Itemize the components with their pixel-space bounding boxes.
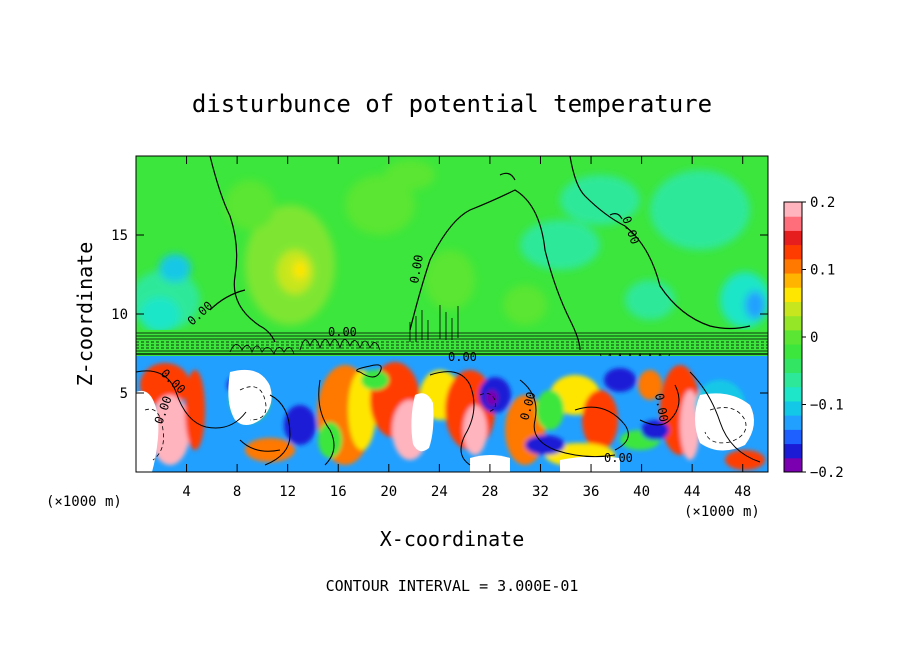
lower-layer-contours [136, 364, 761, 466]
colorbar-swatch [784, 244, 802, 260]
colorbar-swatch [784, 344, 802, 359]
colorbar-swatch [784, 273, 802, 288]
colorbar-swatch [784, 315, 802, 331]
x-unit-left: (×1000 m) [46, 494, 122, 510]
colorbar-swatch [784, 457, 802, 473]
y-axis-label: Z-coordinate [73, 242, 97, 387]
x-tick-label: 12 [279, 484, 296, 500]
x-tick-label: 40 [633, 484, 650, 500]
x-tick-label: 16 [330, 484, 347, 500]
x-unit-right: (×1000 m) [684, 504, 760, 520]
x-axis: 4 8 12 16 20 24 28 32 36 40 44 48 [182, 156, 751, 500]
plot-field: 0.00 0.00 0.00 0.00 0.00 0.00 0.00 0.00 … [136, 156, 768, 472]
contour-label: 0.00 [604, 451, 633, 465]
lower-layer-white-cores [136, 369, 754, 472]
colorbar-tick-label: 0 [810, 330, 818, 346]
x-tick-label: 24 [431, 484, 448, 500]
contour-label: 0.00 [652, 392, 671, 423]
colorbar-swatch [784, 386, 802, 402]
x-tick-label: 36 [583, 484, 600, 500]
x-tick-label: 4 [182, 484, 190, 500]
colorbar-swatch [784, 258, 802, 274]
x-tick-label: 32 [532, 484, 549, 500]
x-tick-label: 28 [481, 484, 498, 500]
contour-interval-note: CONTOUR INTERVAL = 3.000E-01 [326, 577, 579, 595]
colorbar-swatch [784, 400, 802, 416]
lower-layer-dashed-contours [144, 386, 747, 461]
colorbar-tick-label: −0.2 [810, 465, 844, 481]
chart-title: disturbunce of potential temperature [192, 90, 712, 118]
y-tick-label: 5 [120, 386, 128, 402]
colorbar-tick-label: 0.2 [810, 195, 835, 211]
x-tick-label: 44 [684, 484, 701, 500]
contour-label: 0.00 [328, 325, 357, 339]
x-tick-label: 8 [233, 484, 241, 500]
y-tick-label: 10 [111, 307, 128, 323]
y-axis: 5 10 15 [111, 228, 768, 402]
colorbar-swatch [784, 358, 802, 374]
x-axis-label: X-coordinate [380, 527, 525, 551]
upper-layer-patches [136, 160, 768, 333]
colorbar-tick-label: 0.1 [810, 263, 835, 279]
x-tick-label: 48 [734, 484, 751, 500]
colorbar-swatch [784, 216, 802, 231]
colorbar-swatch [784, 329, 802, 345]
colorbar-swatch [784, 443, 802, 459]
colorbar-swatch [784, 202, 802, 217]
colorbar-tick-label: −0.1 [810, 398, 844, 414]
x-tick-label: 20 [380, 484, 397, 500]
colorbar: 0.2 0.1 0 −0.1 −0.2 [783, 195, 844, 481]
colorbar-swatch [784, 372, 802, 388]
colorbar-swatch [784, 429, 802, 445]
colorbar-swatch [784, 415, 802, 430]
colorbar-swatch [784, 287, 802, 302]
y-tick-label: 15 [111, 228, 128, 244]
contour-label: 0.00 [407, 254, 426, 285]
colorbar-swatch [784, 301, 802, 317]
zero-contours [209, 156, 751, 351]
colorbar-swatch [784, 230, 802, 246]
contour-label: 0.00 [448, 350, 477, 364]
